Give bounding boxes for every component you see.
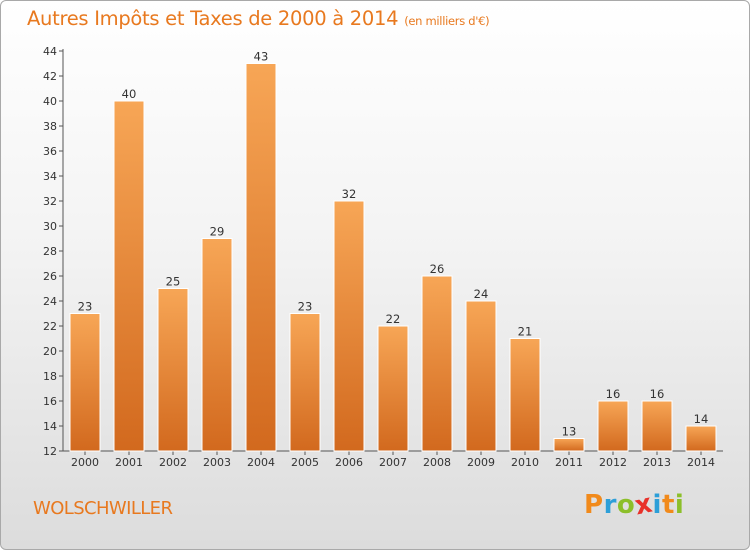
bar-2013 bbox=[641, 400, 673, 452]
logo-letter: P bbox=[584, 490, 604, 520]
value-label-2009: 24 bbox=[474, 287, 489, 301]
bar-2011 bbox=[553, 438, 585, 452]
x-tick-label: 2012 bbox=[599, 456, 627, 469]
value-label-2001: 40 bbox=[122, 87, 137, 101]
commune-name: WOLSCHWILLER bbox=[33, 498, 173, 519]
value-label-2013: 16 bbox=[650, 387, 665, 401]
y-tick-label: 16 bbox=[43, 395, 57, 408]
x-tick-label: 2009 bbox=[467, 456, 495, 469]
bar-2010 bbox=[509, 338, 541, 452]
logo-letter: t bbox=[661, 490, 675, 520]
y-tick-label: 24 bbox=[43, 295, 57, 308]
logo-letter: i bbox=[652, 490, 662, 520]
value-label-2006: 32 bbox=[342, 187, 357, 201]
y-tick-label: 42 bbox=[43, 70, 57, 83]
y-tick-label: 30 bbox=[43, 220, 57, 233]
value-label-2011: 13 bbox=[562, 425, 577, 439]
x-tick-label: 2010 bbox=[511, 456, 539, 469]
value-label-2007: 22 bbox=[386, 312, 401, 326]
x-tick-label: 2011 bbox=[555, 456, 583, 469]
y-tick-label: 20 bbox=[43, 345, 57, 358]
x-tick-label: 2014 bbox=[687, 456, 715, 469]
bar-2007 bbox=[377, 325, 409, 452]
y-tick-label: 36 bbox=[43, 145, 57, 158]
y-tick-label: 18 bbox=[43, 370, 57, 383]
bar-2005 bbox=[289, 313, 321, 452]
bar-2000 bbox=[69, 313, 101, 452]
value-label-2014: 14 bbox=[694, 412, 709, 426]
bar-2003 bbox=[201, 238, 233, 452]
logo-letter: o bbox=[616, 490, 636, 520]
y-tick-label: 32 bbox=[43, 195, 57, 208]
value-label-2002: 25 bbox=[166, 275, 181, 289]
chart-bars bbox=[69, 63, 717, 452]
chart-title: Autres Impôts et Taxes de 2000 à 2014 (en… bbox=[27, 7, 490, 30]
y-tick-label: 14 bbox=[43, 420, 57, 433]
x-tick-label: 2001 bbox=[115, 456, 143, 469]
y-tick-label: 38 bbox=[43, 120, 57, 133]
y-tick-label: 12 bbox=[43, 445, 57, 458]
chart-unit: (en milliers d'€) bbox=[404, 14, 490, 28]
x-tick-label: 2003 bbox=[203, 456, 231, 469]
bar-2002 bbox=[157, 288, 189, 452]
value-label-2008: 26 bbox=[430, 262, 445, 276]
x-tick-label: 2000 bbox=[71, 456, 99, 469]
x-tick-label: 2006 bbox=[335, 456, 363, 469]
logo-letter: i bbox=[674, 490, 685, 520]
bar-2012 bbox=[597, 400, 629, 452]
value-label-2004: 43 bbox=[254, 50, 269, 64]
logo-letter: r bbox=[603, 490, 617, 520]
y-tick-label: 44 bbox=[43, 45, 57, 58]
value-label-2005: 23 bbox=[298, 300, 313, 314]
y-tick-label: 26 bbox=[43, 270, 57, 283]
chart-title-text: Autres Impôts et Taxes de 2000 à 2014 bbox=[27, 7, 399, 30]
y-tick-label: 22 bbox=[43, 320, 57, 333]
chart-value-labels: 23 40 25 29 43 23 32 22 26 24 21 13 16 16 14 bbox=[78, 50, 709, 439]
value-label-2010: 21 bbox=[518, 325, 533, 339]
y-tick-label: 28 bbox=[43, 245, 57, 258]
bar-2001 bbox=[113, 100, 145, 452]
x-tick-label: 2005 bbox=[291, 456, 319, 469]
value-label-2003: 29 bbox=[210, 225, 225, 239]
bar-2004 bbox=[245, 63, 277, 452]
x-tick-label: 2013 bbox=[643, 456, 671, 469]
x-tick-label: 2002 bbox=[159, 456, 187, 469]
y-tick-label: 40 bbox=[43, 95, 57, 108]
value-label-2000: 23 bbox=[78, 300, 93, 314]
bar-2014 bbox=[685, 425, 717, 452]
proxiti-logo[interactable]: Proxiti bbox=[584, 489, 685, 522]
bar-2009 bbox=[465, 300, 497, 452]
bar-2006 bbox=[333, 200, 365, 452]
value-label-2012: 16 bbox=[606, 387, 621, 401]
y-tick-label: 34 bbox=[43, 170, 57, 183]
x-tick-label: 2008 bbox=[423, 456, 451, 469]
bar-2008 bbox=[421, 275, 453, 452]
x-tick-label: 2004 bbox=[247, 456, 275, 469]
x-tick-label: 2007 bbox=[379, 456, 407, 469]
